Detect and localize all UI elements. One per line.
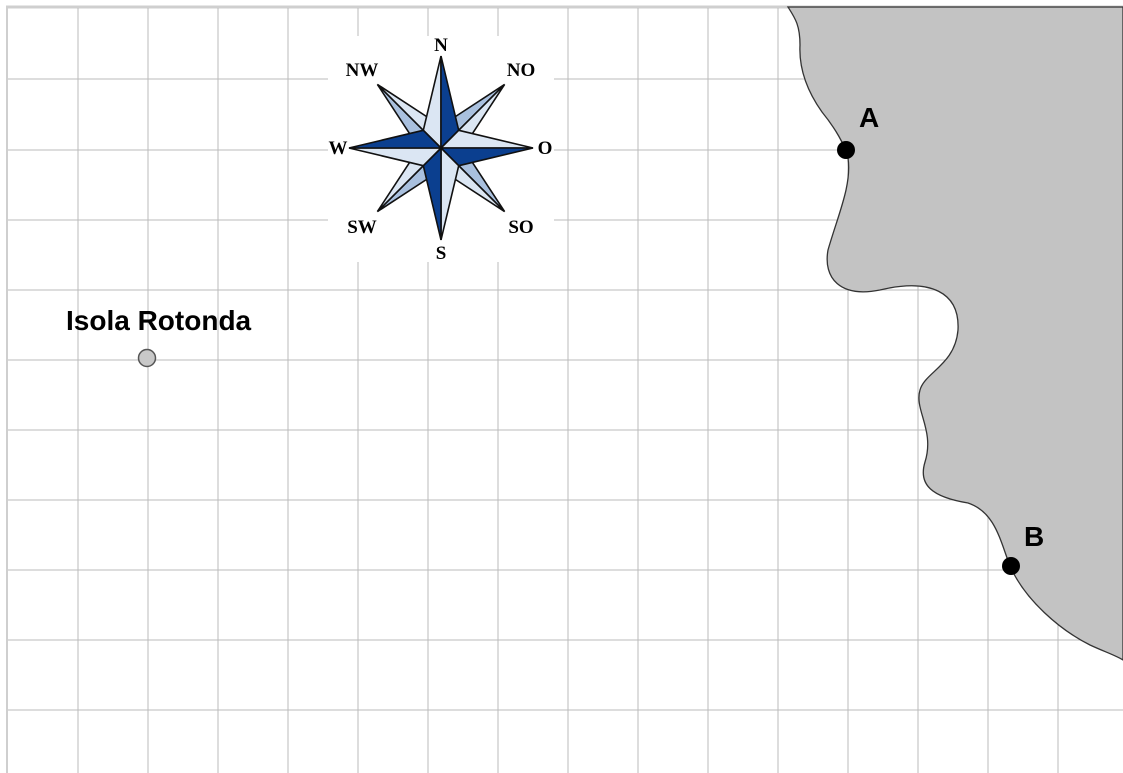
point-b-marker bbox=[1002, 557, 1020, 575]
compass-major-point bbox=[348, 129, 443, 149]
point-b-label: B bbox=[1024, 521, 1044, 552]
compass-label-southwest: SW bbox=[347, 217, 377, 238]
compass-label-north: N bbox=[434, 35, 448, 56]
island-label: Isola Rotonda bbox=[66, 305, 252, 336]
compass-label-south: S bbox=[436, 243, 447, 264]
island-marker bbox=[137, 348, 157, 368]
compass-label-west: W bbox=[329, 138, 348, 159]
point-a-marker bbox=[837, 141, 855, 159]
compass-label-northeast: NO bbox=[507, 60, 536, 81]
compass-label-east: O bbox=[538, 138, 553, 159]
compass-label-southeast: SO bbox=[508, 217, 533, 238]
point-a-label: A bbox=[859, 102, 879, 133]
coastline-land bbox=[786, 6, 1123, 661]
compass-rose-icon: N NO O SO S SW W NW bbox=[328, 35, 554, 264]
compass-label-northwest: NW bbox=[346, 60, 379, 81]
